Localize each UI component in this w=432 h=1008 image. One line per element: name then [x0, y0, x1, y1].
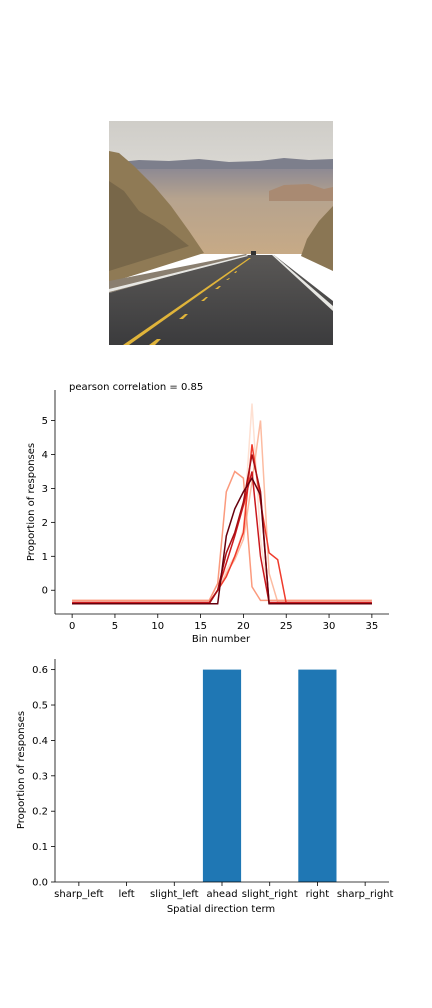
line-series-7 — [72, 476, 372, 605]
photo-center-line — [123, 258, 251, 345]
y-tick-label: 2 — [42, 518, 48, 529]
x-tick-label: ahead — [206, 889, 237, 900]
photo-dashed-lane — [149, 271, 237, 345]
y-tick-label: 1 — [42, 552, 48, 563]
x-tick-label: sharp_left — [54, 889, 103, 900]
bar-chart: sharp_left left slight_left ahead slight_rig… — [16, 659, 394, 915]
x-tick-label: 25 — [280, 621, 293, 632]
line-chart-xlabel: Bin number — [192, 634, 251, 645]
y-tick-label: 0.4 — [32, 736, 48, 747]
line-chart-ylabel: Proportion of responses — [26, 443, 37, 561]
photo-edge-line-left — [109, 255, 248, 292]
x-tick-label: slight_right — [242, 889, 298, 900]
x-tick-label: 0 — [69, 621, 75, 632]
bar-chart-ylabel: Proportion of responses — [16, 711, 27, 829]
y-tick-label: 5 — [42, 416, 48, 427]
photo-sky — [109, 121, 333, 166]
x-tick-label: 15 — [194, 621, 207, 632]
y-tick-label: 0 — [42, 586, 48, 597]
x-tick-label: 30 — [323, 621, 336, 632]
highway-photo — [109, 121, 333, 345]
bar-ahead — [202, 669, 242, 882]
x-tick-label: sharp_right — [337, 889, 394, 900]
photo-right-cliff — [301, 206, 333, 271]
photo-edge-line-right — [272, 255, 333, 311]
bar-chart-bars — [202, 669, 337, 882]
line-chart-title: pearson correlation = 0.85 — [69, 382, 203, 393]
y-tick-label: 4 — [42, 450, 48, 461]
photo-car — [251, 251, 256, 255]
line-series-3 — [72, 470, 372, 602]
photo-left-cliff-shade — [109, 181, 189, 271]
x-tick-label: slight_left — [150, 889, 199, 900]
y-tick-label: 0.6 — [32, 665, 48, 676]
line-chart: pearson correlation = 0.85 0 5 10 15 20 25 30 3… — [26, 382, 389, 645]
x-tick-label: 5 — [112, 621, 118, 632]
x-tick-label: 10 — [151, 621, 164, 632]
bar-chart-x-ticks: sharp_left left slight_left ahead slight_rig… — [54, 882, 394, 900]
x-tick-label: 35 — [366, 621, 379, 632]
bar-chart-y-ticks: 0.0 0.1 0.2 0.3 0.4 0.5 0.6 — [32, 665, 55, 889]
y-tick-label: 0.0 — [32, 878, 48, 889]
line-chart-y-ticks: 0 1 2 3 4 5 — [42, 416, 55, 597]
x-tick-label: right — [306, 889, 330, 900]
y-tick-label: 3 — [42, 484, 48, 495]
x-tick-label: left — [118, 889, 134, 900]
bar-chart-xlabel: Spatial direction term — [167, 904, 275, 915]
photo-mesa — [269, 184, 333, 201]
y-tick-label: 0.2 — [32, 807, 48, 818]
y-tick-label: 0.1 — [32, 842, 48, 853]
line-series-4 — [72, 444, 372, 604]
photo-road — [109, 255, 333, 345]
y-tick-label: 0.3 — [32, 771, 48, 782]
bar-right — [298, 669, 337, 882]
y-tick-label: 0.5 — [32, 701, 48, 712]
line-chart-series-group — [72, 403, 372, 605]
line-chart-x-ticks: 0 5 10 15 20 25 30 35 — [69, 614, 378, 632]
x-tick-label: 20 — [237, 621, 250, 632]
